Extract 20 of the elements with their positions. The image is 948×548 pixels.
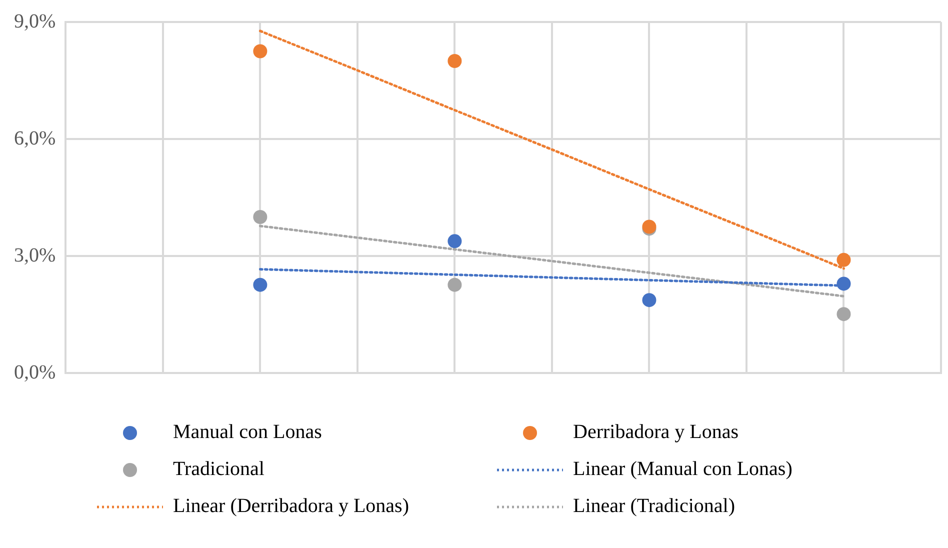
point: [836, 252, 851, 267]
point: [448, 234, 462, 248]
point: [448, 54, 462, 68]
legend-label: Linear (Manual con Lonas): [573, 458, 792, 481]
y-tick-label: 9,0%: [14, 10, 56, 32]
point: [253, 278, 268, 292]
point: [642, 293, 656, 308]
point: [253, 44, 268, 58]
legend-label: Derribadora y Lonas: [573, 421, 738, 444]
legend-label: Linear (Derribadora y Lonas): [173, 495, 409, 518]
point: [836, 307, 851, 322]
point: [253, 210, 268, 224]
y-tick-label: 3,0%: [14, 244, 56, 266]
y-tick-label: 0,0%: [14, 361, 56, 384]
point: [448, 278, 462, 292]
y-tick-label: 6,0%: [14, 127, 56, 150]
point: [836, 276, 851, 291]
legend-label: Manual con Lonas: [173, 421, 322, 444]
legend-label: Tradicional: [173, 458, 264, 481]
legend-label: Linear (Tradicional): [573, 495, 735, 518]
